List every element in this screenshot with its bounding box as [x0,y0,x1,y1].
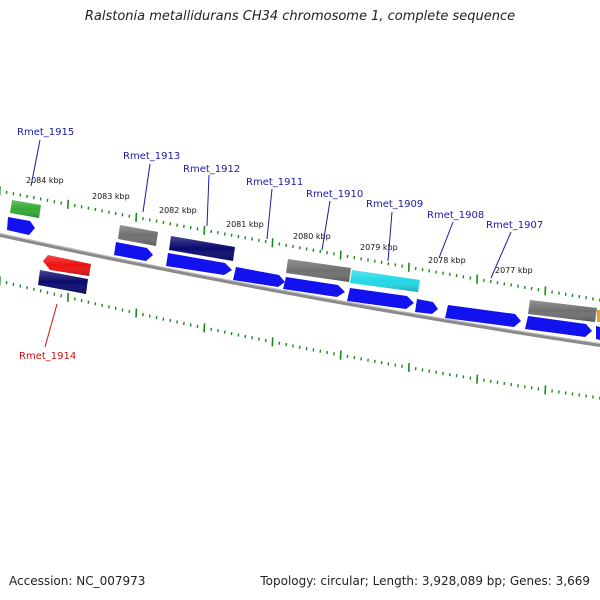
scale-ticks-reverse [0,276,600,400]
scale-label-2081: 2081 kbp [226,220,264,229]
leader-rmet-1914 [44,303,58,348]
leader-rmet-1913 [142,163,151,213]
scale-label-2077: 2077 kbp [495,266,533,275]
gene-label-rmet-1912[interactable]: Rmet_1912 [183,164,240,175]
leader-rmet-1907 [490,231,512,279]
gene-label-rmet-1908[interactable]: Rmet_1908 [427,210,484,221]
gene-labels: Rmet_1915 Rmet_1913 Rmet_1912 Rmet_1911 … [17,127,543,362]
gene-rmet-1915[interactable] [10,200,41,218]
scale-ticks-forward [0,186,600,302]
gene-label-rmet-1913[interactable]: Rmet_1913 [123,151,180,162]
cds-arrow[interactable] [347,288,414,309]
accession-text: Accession: NC_007973 [9,574,146,588]
leader-rmet-1915 [30,139,41,187]
gene-label-rmet-1915[interactable]: Rmet_1915 [17,127,74,138]
cds-arrow[interactable] [415,299,438,314]
gene-rmet-1912[interactable] [169,236,235,261]
chromosome-backbone-highlight [0,233,600,344]
gene-features [10,200,600,322]
leader-rmet-1909 [387,211,393,262]
scale-label-2084: 2084 kbp [26,176,64,185]
gene-label-rmet-1910[interactable]: Rmet_1910 [306,189,363,200]
cds-track [7,217,600,340]
genome-summary-text: Topology: circular; Length: 3,928,089 bp… [260,574,590,588]
cds-arrow[interactable] [114,242,153,261]
gene-rmet-1907[interactable] [528,300,597,322]
cds-arrow[interactable] [233,267,285,287]
cds-arrow[interactable] [283,277,345,297]
gene-label-rmet-1914[interactable]: Rmet_1914 [19,351,76,362]
leader-lines [30,139,512,348]
chromosome-backbone [0,233,600,347]
gene-label-rmet-1911[interactable]: Rmet_1911 [246,177,303,188]
leader-rmet-1911 [266,188,273,240]
scale-label-2080: 2080 kbp [293,232,331,241]
cds-arrow[interactable] [596,326,600,340]
cds-arrow[interactable] [166,253,232,275]
gene-rmet-1913[interactable] [118,225,158,246]
scale-label-2083: 2083 kbp [92,192,130,201]
leader-rmet-1908 [438,221,454,259]
gene-label-rmet-1909[interactable]: Rmet_1909 [366,199,423,210]
scale-label-2082: 2082 kbp [159,206,197,215]
map-title: Ralstonia metallidurans CH34 chromosome … [84,9,516,24]
cds-arrow[interactable] [525,316,592,337]
cds-rmet-1914[interactable] [38,270,88,294]
cds-arrow[interactable] [445,305,521,327]
gene-rmet-1909[interactable] [350,270,420,292]
gene-rmet-1914[interactable] [43,255,91,276]
leader-rmet-1910 [321,200,331,251]
gene-label-rmet-1907[interactable]: Rmet_1907 [486,220,543,231]
leader-rmet-1912 [206,174,210,227]
scale-labels: 2084 kbp 2083 kbp 2082 kbp 2081 kbp 2080… [26,176,533,275]
scale-label-2079: 2079 kbp [360,243,398,252]
gene-rmet-1910[interactable] [286,259,351,282]
scale-label-2078: 2078 kbp [428,256,466,265]
cds-arrow[interactable] [7,217,35,235]
gene-fragment[interactable] [597,310,600,322]
